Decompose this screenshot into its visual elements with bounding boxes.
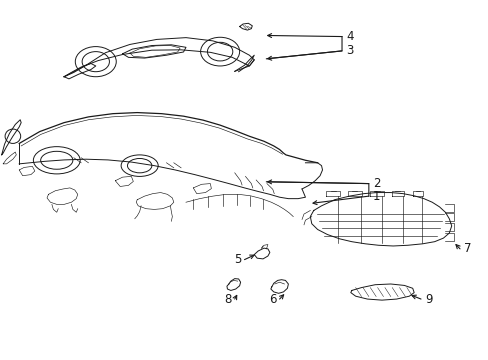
Text: 5: 5: [233, 253, 241, 266]
Text: 8: 8: [224, 293, 231, 306]
Text: 7: 7: [463, 242, 470, 255]
Text: 9: 9: [424, 293, 431, 306]
Text: 3: 3: [345, 44, 352, 57]
Text: 2: 2: [372, 177, 380, 190]
Text: 1: 1: [372, 190, 380, 203]
Text: 4: 4: [345, 30, 353, 43]
Text: 6: 6: [268, 293, 276, 306]
